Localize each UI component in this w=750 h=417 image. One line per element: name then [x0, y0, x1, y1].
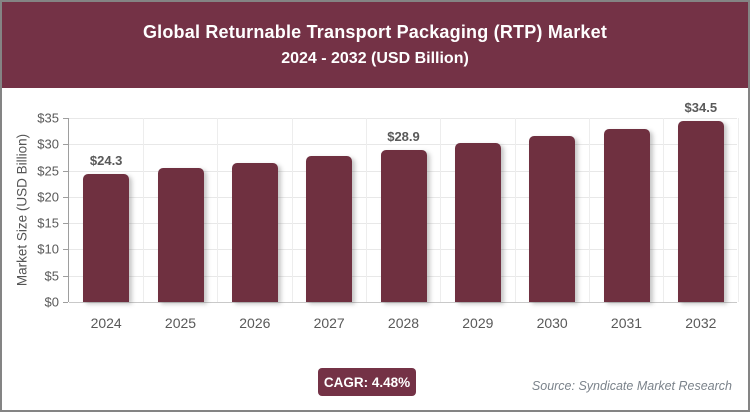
x-gridline	[440, 118, 442, 302]
x-axis-label: 2025	[164, 315, 197, 331]
x-gridline	[514, 118, 516, 302]
bar-2026	[231, 162, 278, 302]
x-axis-label: 2026	[239, 315, 271, 331]
bar-2031	[603, 128, 650, 302]
y-tick-label: $15	[37, 215, 59, 231]
chart-subtitle: 2024 - 2032 (USD Billion)	[281, 50, 469, 67]
bar-2028	[380, 150, 427, 302]
x-axis-label: 2032	[685, 315, 717, 331]
bar-2032	[677, 120, 724, 302]
bar-2025	[157, 168, 204, 302]
x-axis-label: 2024	[90, 315, 122, 331]
bar-2024	[83, 174, 130, 302]
y-tick-label: $5	[44, 268, 59, 284]
chart-title: Global Returnable Transport Packaging (R…	[142, 22, 608, 42]
y-axis-title: Market Size (USD Billion)	[14, 133, 30, 287]
y-tick-label: $25	[37, 163, 59, 179]
bar-2027	[306, 156, 353, 302]
y-tick-mark	[63, 144, 68, 146]
y-tick-label: $35	[37, 110, 59, 126]
y-tick-label: $30	[37, 136, 59, 152]
x-gridline	[291, 118, 293, 302]
x-gridline	[737, 118, 739, 302]
x-gridline	[365, 118, 367, 302]
bar-value-label: $28.9	[387, 129, 420, 145]
y-gridline	[69, 144, 737, 146]
y-tick-label: $10	[37, 241, 59, 257]
y-tick-label: $0	[44, 294, 59, 310]
x-axis-label: 2029	[462, 315, 494, 331]
y-tick-mark	[63, 302, 68, 303]
y-tick-mark	[63, 275, 68, 277]
y-tick-mark	[63, 170, 68, 172]
bar-value-label: $24.3	[89, 153, 123, 169]
source-attribution: Source: Syndicate Market Research	[531, 379, 732, 393]
x-axis-label: 2028	[387, 315, 420, 331]
y-tick-label: $20	[37, 189, 59, 205]
chart-header: Global Returnable Transport Packaging (R…	[2, 2, 748, 88]
plot-area: $0 $5 $10 $15 $20 $25 $30 $35 $24.3 2024 2025 2026 2…	[37, 100, 739, 331]
bar-2030	[529, 135, 576, 302]
x-gridline	[217, 118, 219, 302]
x-gridline	[588, 118, 590, 302]
bar-value-label: $34.5	[684, 99, 718, 115]
y-tick-mark	[63, 196, 68, 198]
cagr-badge: CAGR: 4.48%	[318, 368, 416, 396]
y-gridline	[69, 302, 737, 303]
x-axis-label: 2030	[536, 315, 568, 331]
x-axis-label: 2031	[610, 315, 643, 331]
x-gridline	[663, 118, 665, 302]
y-tick-mark	[63, 118, 68, 119]
x-gridline	[142, 118, 144, 302]
y-tick-mark	[63, 223, 68, 225]
x-axis-label: 2027	[313, 315, 345, 331]
bar-2029	[454, 143, 501, 302]
y-gridline	[69, 118, 737, 119]
y-tick-mark	[63, 249, 68, 251]
